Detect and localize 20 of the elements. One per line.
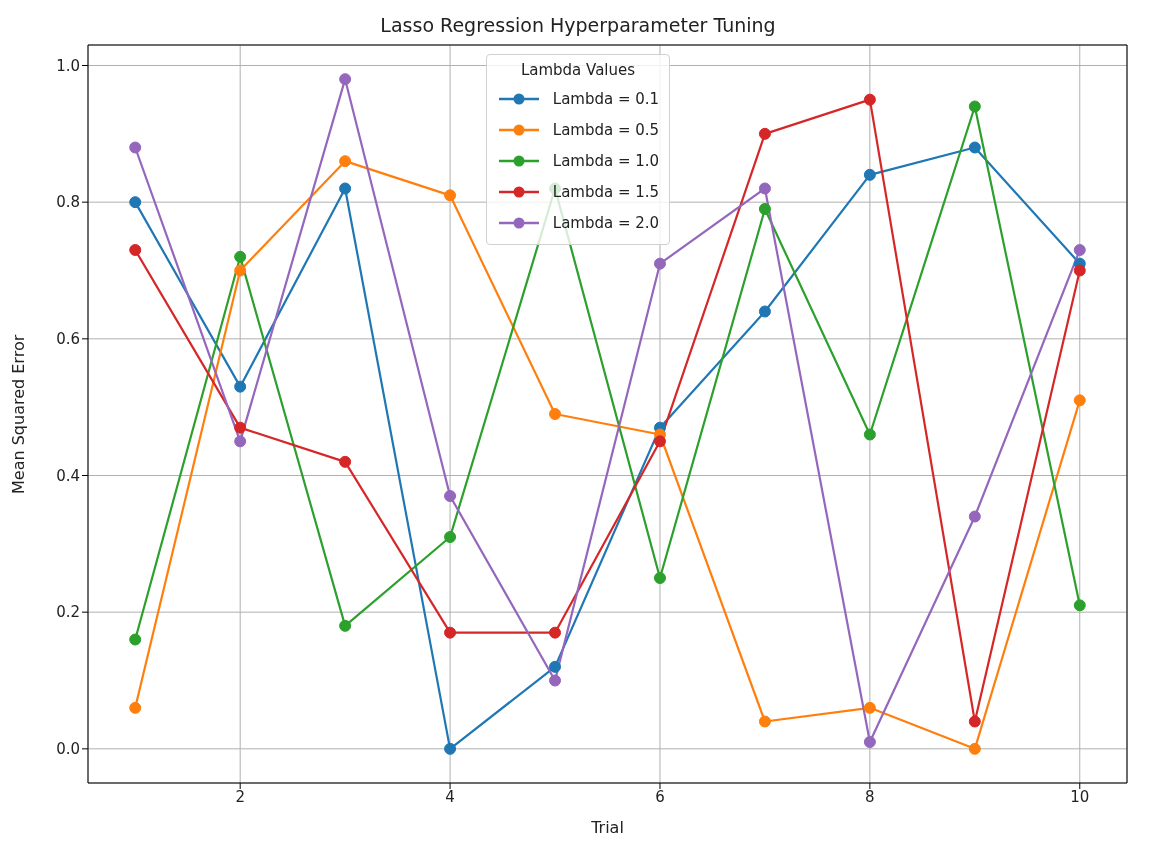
y-axis-title: Mean Squared Error (8, 334, 28, 494)
legend-label: Lambda = 2.0 (552, 213, 660, 232)
legend-label: Lambda = 1.5 (552, 182, 660, 201)
legend-label: Lambda = 0.5 (552, 120, 660, 139)
y-tick-label: 0.4 (56, 466, 80, 485)
x-tick-label: 4 (445, 787, 455, 806)
y-tick-label: 0.6 (56, 330, 80, 349)
x-tick-label: 6 (655, 787, 665, 806)
x-axis-title: Trial (590, 818, 624, 837)
y-tick-label: 0.8 (56, 193, 80, 212)
x-tick-label: 10 (1070, 787, 1090, 806)
chart-title: Lasso Regression Hyperparameter Tuning (379, 13, 777, 38)
legend-title: Lambda Values (519, 61, 637, 79)
legend-label: Lambda = 1.0 (552, 151, 660, 170)
x-tick-label: 2 (235, 787, 245, 806)
x-tick-label: 8 (865, 787, 875, 806)
legend-label: Lambda = 0.1 (552, 89, 660, 108)
y-tick-label: 1.0 (56, 56, 80, 75)
y-tick-label: 0.2 (56, 603, 80, 622)
y-tick-label: 0.0 (56, 740, 80, 759)
